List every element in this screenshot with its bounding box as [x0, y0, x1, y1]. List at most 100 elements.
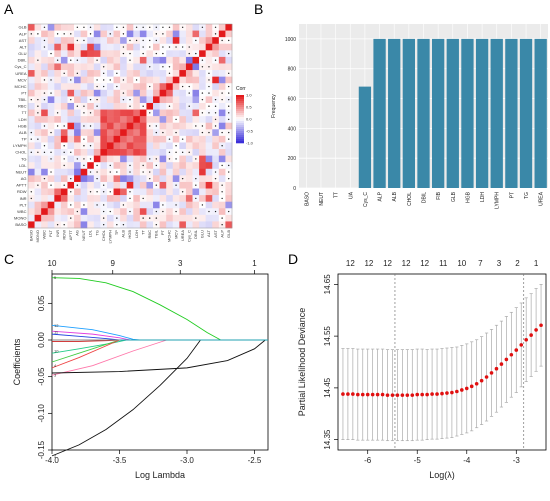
heatmap-cell: [133, 188, 141, 196]
heatmap-cell: [205, 37, 213, 45]
nonsignificant-dot: [109, 191, 111, 193]
heatmap-row-label: APTT: [16, 183, 27, 188]
heatmap-cell: [34, 89, 42, 97]
heatmap-cell: [146, 162, 154, 170]
heatmap-col-label: WBC: [42, 230, 47, 239]
heatmap-cell: [67, 102, 75, 110]
heatmap-cell: [120, 135, 128, 143]
y-tick-label: 200: [288, 156, 297, 162]
heatmap-cell: [34, 188, 42, 196]
plot-frame: [337, 273, 547, 451]
heatmap-cell: [100, 102, 108, 110]
heatmap-cell: [172, 135, 180, 143]
nonsignificant-dot: [175, 46, 177, 48]
nonsignificant-dot: [181, 177, 184, 180]
heatmap-cell: [139, 155, 147, 163]
heatmap-cell: [192, 76, 200, 84]
nonsignificant-dot: [221, 191, 223, 193]
heatmap-cell: [54, 43, 62, 51]
nonsignificant-dot: [142, 171, 144, 173]
y-tick-label: 0: [293, 186, 296, 192]
heatmap-cell: [199, 149, 206, 156]
nonsignificant-dot: [168, 105, 171, 107]
heatmap-cell: [113, 129, 121, 137]
nonsignificant-dot: [142, 26, 144, 28]
heatmap-cell: [28, 56, 35, 64]
heatmap-cell: [74, 76, 81, 84]
heatmap-cell: [34, 50, 42, 58]
heatmap-cell: [225, 188, 233, 196]
heatmap-cell: [199, 116, 206, 124]
heatmap-cell: [120, 162, 128, 170]
heatmap-cell: [218, 76, 226, 84]
heatmap-cell: [139, 208, 147, 216]
heatmap-cell: [166, 76, 174, 84]
heatmap-cell: [212, 188, 220, 196]
heatmap-cell: [185, 208, 193, 216]
heatmap-cell: [47, 109, 55, 117]
heatmap-cell: [54, 70, 62, 77]
nonsignificant-dot: [89, 98, 92, 101]
heatmap-cell: [60, 208, 68, 216]
heatmap-cell: [218, 24, 226, 31]
nonsignificant-dot: [221, 164, 223, 167]
heatmap-cell: [28, 214, 35, 222]
heatmap-cell: [113, 188, 121, 196]
heatmap-cell: [185, 70, 193, 77]
heatmap-cell: [225, 30, 233, 38]
nonsignificant-dot: [214, 125, 217, 127]
heatmap-cell: [41, 208, 49, 216]
heatmap-cell: [41, 116, 49, 124]
nonsignificant-dot: [195, 39, 197, 42]
heatmap-cell: [212, 43, 220, 51]
heatmap-cell: [100, 96, 108, 104]
heatmap-cell: [212, 76, 220, 84]
deviance-point: [430, 392, 434, 396]
heatmap-cell: [199, 76, 206, 84]
heatmap-cell: [113, 155, 121, 163]
heatmap-cell: [120, 116, 128, 124]
nonsignificant-dot: [43, 125, 46, 127]
heatmap-cell: [139, 116, 147, 124]
nonsignificant-dot: [83, 26, 85, 28]
heatmap-cell: [205, 116, 213, 124]
nonsignificant-dot: [168, 26, 171, 28]
heatmap-row-label: AST: [19, 38, 27, 43]
heatmap-cell: [205, 50, 213, 58]
nonsignificant-dot: [102, 204, 105, 206]
heatmap-cell: [185, 109, 193, 117]
top-tick-label: 9: [111, 259, 116, 268]
nonsignificant-dot: [181, 151, 184, 154]
heatmap-cell: [106, 96, 114, 104]
heatmap-cell: [54, 102, 62, 110]
heatmap-cell: [139, 122, 147, 130]
nonsignificant-dot: [181, 85, 184, 88]
heatmap-cell: [166, 83, 174, 91]
heatmap-cell: [113, 102, 121, 110]
deviance-point: [450, 390, 454, 395]
heatmap-cell: [120, 83, 128, 91]
nonsignificant-dot: [63, 151, 65, 154]
heatmap-cell: [172, 195, 180, 202]
deviance-point: [360, 392, 365, 397]
nonsignificant-dot: [76, 158, 79, 160]
nonsignificant-dot: [228, 85, 230, 88]
nonsignificant-dot: [122, 26, 125, 28]
nonsignificant-dot: [168, 151, 171, 154]
heatmap-cell: [146, 56, 154, 64]
heatmap-cell: [113, 109, 121, 117]
heatmap-cell: [172, 70, 180, 77]
heatmap-cell: [172, 50, 180, 58]
heatmap-cell: [199, 135, 206, 143]
nonsignificant-dot: [102, 191, 105, 193]
heatmap-cell: [146, 76, 154, 84]
heatmap-cell: [54, 175, 62, 183]
heatmap-cell: [34, 37, 42, 45]
heatmap-cell: [47, 201, 55, 209]
plot-frame: [51, 273, 269, 451]
nonsignificant-dot: [116, 26, 118, 28]
heatmap-cell: [60, 83, 68, 91]
nonsignificant-dot: [175, 204, 177, 206]
heatmap-cell: [225, 195, 233, 202]
nonsignificant-dot: [96, 171, 98, 173]
